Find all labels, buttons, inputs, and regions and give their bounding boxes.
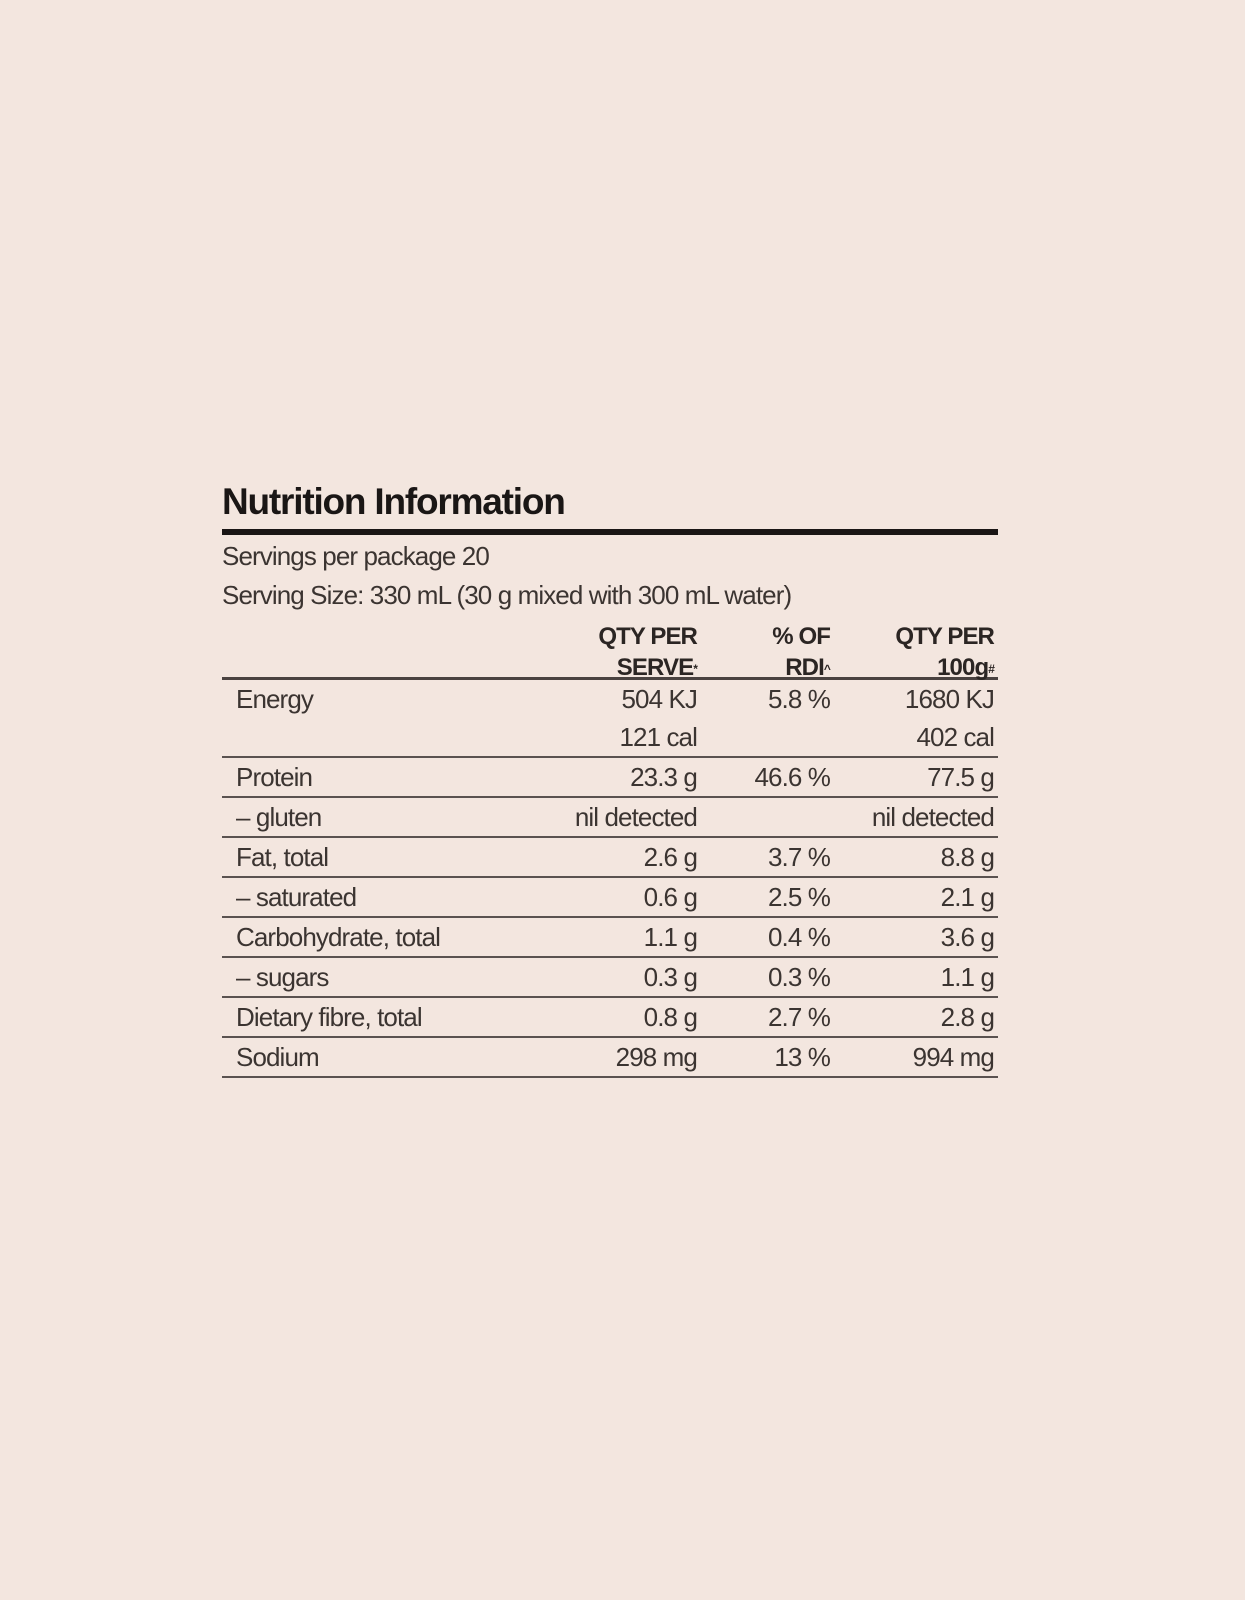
qty-per-serve-value: 0.6 g (643, 882, 698, 912)
qty-per-100g-value: 2.1 g (940, 882, 995, 912)
nutrient-name-value: Protein (236, 762, 313, 792)
table-row: Fat, total 2.6 g 3.7 % 8.8 g (222, 838, 998, 878)
qty-per-serve-value: 0.8 g (643, 1002, 698, 1032)
percent-rdi (697, 798, 830, 836)
table-row: – gluten nil detected nil detected (222, 798, 998, 838)
nutrient-name-value: Fat, total (236, 842, 329, 872)
qty-per-100g: 77.5 g (830, 758, 998, 796)
qty-per-serve: nil detected (567, 798, 698, 836)
nutrition-panel: Nutrition Information Servings per packa… (222, 478, 998, 1078)
table-row: Energy 504 KJ 121 cal 5.8 % 1680 KJ 402 cal (222, 680, 998, 758)
qty-per-100g: 3.6 g (830, 918, 998, 956)
qty-per-100g: nil detected (830, 798, 998, 836)
qty-per-100g: 2.8 g (830, 998, 998, 1036)
percent-rdi: 13 % (697, 1038, 831, 1076)
table-body: Energy 504 KJ 121 cal 5.8 % 1680 KJ 402 cal Pr… (222, 680, 998, 1078)
qty-per-100g-value: 402 cal (916, 722, 994, 752)
qty-per-100g: 994 mg (830, 1038, 998, 1076)
qty-per-serve-value: 0.3 g (643, 962, 698, 992)
qty-per-serve: 0.6 g (567, 878, 698, 916)
nutrient-name: – sugars (222, 958, 567, 996)
nutrient-name: Carbohydrate, total (222, 918, 567, 956)
qty-per-serve: 23.3 g (567, 758, 698, 796)
qty-per-100g-value: nil detected (871, 802, 995, 832)
serving-size: Serving Size: 330 mL (30 g mixed with 30… (222, 580, 792, 610)
nutrient-name-value: Dietary fibre, total (236, 1002, 423, 1032)
nutrient-name: Sodium (222, 1038, 567, 1076)
table-row: Protein 23.3 g 46.6 % 77.5 g (222, 758, 998, 798)
percent-rdi-value: 5.8 % (768, 684, 831, 714)
percent-rdi: 46.6 % (697, 758, 830, 796)
qty-per-serve-value: 298 mg (615, 1042, 698, 1072)
percent-rdi: 2.7 % (697, 998, 831, 1036)
percent-rdi-value: 2.5 % (768, 882, 831, 912)
header-divider (222, 677, 998, 680)
qty-per-serve: 1.1 g (567, 918, 698, 956)
percent-rdi-value: 0.3 % (768, 962, 831, 992)
nutrient-name-value: – sugars (236, 962, 329, 992)
header-per-100g: QTY PER 100g# (895, 623, 995, 681)
qty-per-100g-value: 2.8 g (940, 1002, 995, 1032)
qty-per-100g-value: 77.5 g (927, 762, 995, 792)
qty-per-100g: 1.1 g (830, 958, 998, 996)
nutrient-name-value: – gluten (236, 802, 322, 832)
qty-per-serve-value: 1.1 g (643, 922, 698, 952)
table-row: Dietary fibre, total 0.8 g 2.7 % 2.8 g (222, 998, 998, 1038)
header-rdi: % OF RDI^ (772, 623, 831, 681)
percent-rdi: 3.7 % (697, 838, 831, 876)
header-per-serve: QTY PER SERVE* (598, 623, 698, 681)
table-header: QTY PER SERVE* % OF RDI^ QTY PER 100g# (222, 621, 998, 681)
nutrient-name-value: Carbohydrate, total (236, 922, 441, 952)
percent-rdi-value: 3.7 % (768, 842, 831, 872)
percent-rdi-value: 46.6 % (754, 762, 830, 792)
nutrient-name: Protein (222, 758, 567, 796)
qty-per-100g-value: 8.8 g (940, 842, 995, 872)
qty-per-100g-value: 3.6 g (940, 922, 995, 952)
qty-per-100g: 1680 KJ 402 cal (830, 680, 998, 756)
nutrient-name: – gluten (222, 798, 567, 836)
qty-per-100g-value: 1.1 g (940, 962, 995, 992)
qty-per-100g: 8.8 g (830, 838, 998, 876)
qty-per-100g-value: 994 mg (912, 1042, 995, 1072)
table-row: – sugars 0.3 g 0.3 % 1.1 g (222, 958, 998, 998)
panel-title: Nutrition Information (222, 481, 566, 522)
servings-per-package: Servings per package 20 (222, 541, 490, 571)
table-row: – saturated 0.6 g 2.5 % 2.1 g (222, 878, 998, 918)
qty-per-serve-value: 121 cal (619, 722, 697, 752)
qty-per-serve-value: 504 KJ (621, 684, 697, 714)
nutrient-name: Fat, total (222, 838, 567, 876)
percent-rdi: 2.5 % (697, 878, 831, 916)
qty-per-100g: 2.1 g (830, 878, 998, 916)
percent-rdi: 5.8 % (697, 680, 831, 756)
qty-per-serve: 0.8 g (567, 998, 698, 1036)
qty-per-serve: 298 mg (567, 1038, 698, 1076)
percent-rdi-value: 13 % (774, 1042, 831, 1072)
nutrient-name: – saturated (222, 878, 567, 916)
nutrient-name: Energy (222, 680, 567, 756)
nutrient-name-value: Energy (236, 684, 314, 714)
nutrient-name-value: – saturated (236, 882, 357, 912)
header-nutrient (222, 621, 567, 677)
nutrient-name: Dietary fibre, total (222, 998, 567, 1036)
qty-per-100g-value: 1680 KJ (904, 684, 995, 714)
percent-rdi-value: 0.4 % (768, 922, 831, 952)
percent-rdi: 0.4 % (697, 918, 831, 956)
qty-per-serve: 2.6 g (567, 838, 698, 876)
qty-per-serve-value: nil detected (574, 802, 698, 832)
qty-per-serve-value: 23.3 g (630, 762, 698, 792)
qty-per-serve-value: 2.6 g (643, 842, 698, 872)
title-divider (222, 529, 998, 535)
percent-rdi: 0.3 % (697, 958, 831, 996)
nutrient-name-value: Sodium (236, 1042, 320, 1072)
table-row: Carbohydrate, total 1.1 g 0.4 % 3.6 g (222, 918, 998, 958)
percent-rdi-value: 2.7 % (768, 1002, 831, 1032)
table-row: Sodium 298 mg 13 % 994 mg (222, 1038, 998, 1078)
qty-per-serve: 0.3 g (567, 958, 698, 996)
qty-per-serve: 504 KJ 121 cal (567, 680, 697, 756)
